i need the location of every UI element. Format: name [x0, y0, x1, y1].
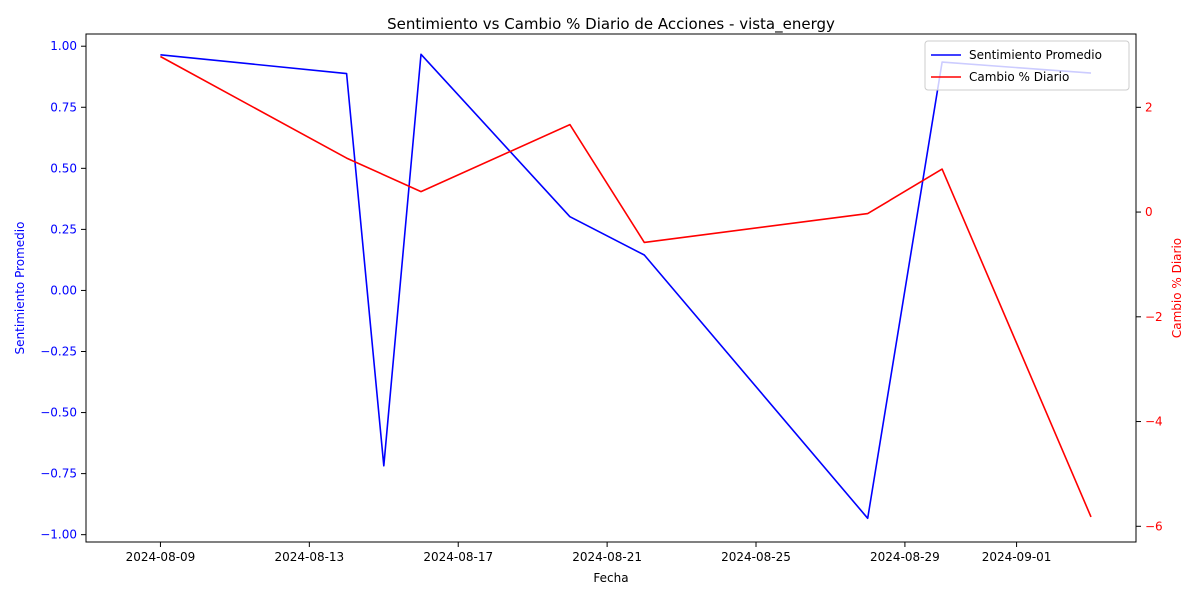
- x-tick-label: 2024-08-25: [721, 550, 791, 564]
- x-axis: 2024-08-09 2024-08-13 2024-08-17 2024-08-21…: [126, 542, 1052, 564]
- y-left-tick-label: 0.75: [50, 100, 77, 114]
- y-right-tick-label: −4: [1145, 415, 1163, 429]
- y-axis-right-label: Cambio % Diario: [1170, 238, 1184, 338]
- y-left-tick-label: 1.00: [50, 39, 77, 53]
- series-line-sentimiento: [160, 53, 1092, 520]
- legend-label-sentimiento: Sentimiento Promedio: [969, 48, 1102, 62]
- y-left-tick-label: −1.00: [40, 528, 77, 542]
- y-right-tick-label: 0: [1145, 205, 1153, 219]
- y-right-tick-label: 2: [1145, 100, 1153, 114]
- y-axis-right: 2 0 −2 −4 −6: [1136, 100, 1163, 533]
- y-left-tick-label: 0.50: [50, 161, 77, 175]
- series-layer: [160, 53, 1092, 520]
- y-right-tick-label: −2: [1145, 310, 1163, 324]
- y-left-tick-label: −0.25: [40, 345, 77, 359]
- y-left-tick-label: 0.25: [50, 222, 77, 236]
- x-tick-label: 2024-08-17: [423, 550, 493, 564]
- x-tick-label: 2024-08-21: [572, 550, 642, 564]
- series-line-cambio: [160, 55, 1092, 518]
- y-right-tick-label: −6: [1145, 519, 1163, 533]
- y-axis-left-label: Sentimiento Promedio: [13, 222, 27, 355]
- y-left-tick-label: 0.00: [50, 283, 77, 297]
- legend-box: [924, 40, 1130, 91]
- y-left-tick-label: −0.50: [40, 406, 77, 420]
- x-axis-label: Fecha: [593, 571, 628, 585]
- x-tick-label: 2024-08-29: [870, 550, 940, 564]
- chart-title: Sentimiento vs Cambio % Diario de Accion…: [387, 15, 835, 34]
- plot-frame: [85, 33, 1137, 543]
- x-tick-label: 2024-08-13: [274, 550, 344, 564]
- x-tick-label: 2024-09-01: [982, 550, 1052, 564]
- x-tick-label: 2024-08-09: [126, 550, 196, 564]
- y-left-tick-label: −0.75: [40, 467, 77, 481]
- legend: Sentimiento Promedio Cambio % Diario: [924, 40, 1130, 91]
- legend-label-cambio: Cambio % Diario: [969, 70, 1069, 84]
- y-axis-left: 1.00 0.75 0.50 0.25 0.00 −0.25 −0.50 −0.75 −1.00: [40, 39, 86, 542]
